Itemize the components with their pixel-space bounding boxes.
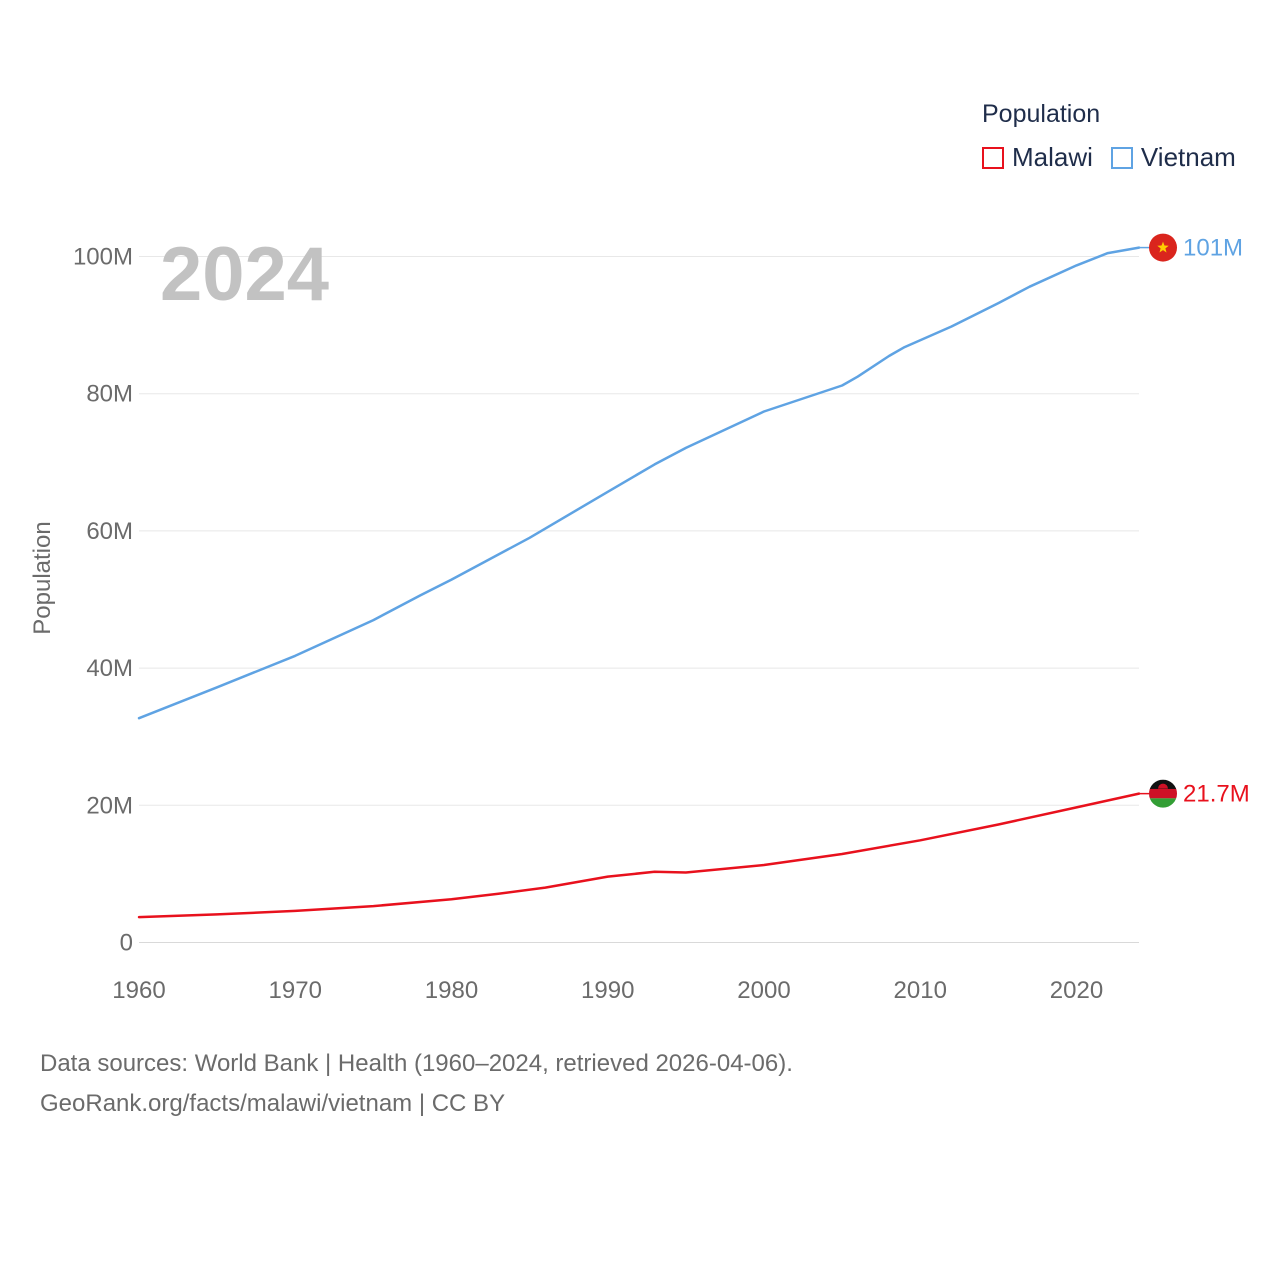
series-line-vietnam (137, 246, 1141, 720)
y-tick-label: 80M (86, 381, 133, 408)
y-tick-label: 100M (73, 244, 133, 271)
malawi-flag-icon (1149, 779, 1177, 808)
end-label-malawi: 21.7M (1183, 781, 1250, 808)
data-sources-text: Data sources: World Bank | Health (1960–… (40, 1050, 793, 1077)
y-axis-ticks: 0 20M 40M 60M 80M 100M (73, 244, 133, 957)
legend-label-malawi: Malawi (1012, 142, 1093, 172)
x-tick-label: 2020 (1050, 977, 1103, 1004)
legend-item-malawi[interactable]: Malawi (982, 142, 1093, 173)
x-tick-label: 1970 (269, 977, 322, 1004)
y-tick-label: 40M (86, 655, 133, 682)
y-axis-title: Population (29, 521, 56, 634)
series-line-malawi (137, 792, 1141, 919)
legend-label-vietnam: Vietnam (1140, 142, 1236, 172)
legend-item-vietnam[interactable]: Vietnam (1110, 142, 1236, 173)
legend: Malawi Vietnam (982, 142, 1254, 173)
y-tick-label: 60M (86, 518, 133, 545)
x-tick-label: 1980 (425, 977, 478, 1004)
legend-title: Population (982, 100, 1101, 128)
legend-swatch-vietnam (1110, 146, 1133, 169)
x-tick-label: 2010 (894, 977, 947, 1004)
series-vietnam: 101M (137, 233, 1243, 720)
x-tick-label: 2000 (737, 977, 790, 1004)
series-malawi: 21.7M (137, 779, 1250, 919)
legend-swatch-malawi (982, 146, 1004, 169)
x-tick-label: 1990 (581, 977, 634, 1004)
year-label: 2024 (160, 232, 329, 317)
footer: Data sources: World Bank | Health (1960–… (40, 1044, 793, 1124)
x-tick-label: 1960 (112, 977, 165, 1004)
source-link[interactable]: GeoRank.org/facts/malawi/vietnam | CC BY (40, 1090, 506, 1117)
series: 21.7M 101M (137, 233, 1250, 919)
gridlines (139, 256, 1139, 943)
end-label-vietnam: 101M (1183, 235, 1243, 262)
vietnam-flag-icon (1149, 233, 1177, 262)
x-axis-ticks: 1960 1970 1980 1990 2000 2010 2020 (112, 977, 1103, 1004)
y-tick-label: 20M (86, 792, 133, 819)
y-tick-label: 0 (120, 930, 133, 957)
